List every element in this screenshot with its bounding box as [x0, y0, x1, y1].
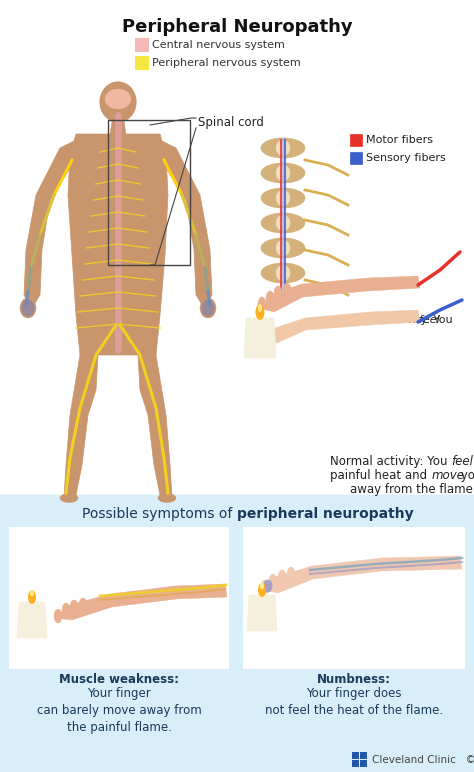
Ellipse shape	[201, 300, 215, 317]
Ellipse shape	[60, 493, 78, 503]
Ellipse shape	[276, 165, 290, 181]
Ellipse shape	[261, 188, 305, 208]
Ellipse shape	[261, 238, 305, 258]
Ellipse shape	[100, 82, 136, 122]
Ellipse shape	[258, 304, 262, 312]
Polygon shape	[68, 134, 168, 355]
Text: Central nervous system: Central nervous system	[152, 39, 285, 49]
Text: feel: feel	[342, 315, 440, 325]
Bar	[10, 528, 228, 668]
Bar	[135, 56, 148, 69]
Bar	[0, 495, 474, 772]
Polygon shape	[138, 355, 172, 500]
Ellipse shape	[158, 493, 176, 503]
Bar	[350, 134, 362, 146]
Text: the: the	[473, 455, 474, 468]
Polygon shape	[247, 595, 277, 631]
Text: Spinal cord: Spinal cord	[198, 116, 264, 129]
Text: Your finger
can barely move away from
the painful flame.: Your finger can barely move away from th…	[36, 687, 201, 734]
Text: your hand: your hand	[457, 469, 474, 482]
Ellipse shape	[276, 265, 290, 281]
Text: painful heat and: painful heat and	[330, 469, 431, 482]
Bar	[0, 495, 474, 772]
Ellipse shape	[255, 304, 264, 320]
Bar	[330, 312, 474, 332]
Bar	[248, 130, 418, 305]
Text: Muscle weakness:: Muscle weakness:	[59, 673, 179, 686]
Text: Motor fibers: Motor fibers	[366, 135, 433, 145]
Bar	[350, 152, 362, 164]
Text: move: move	[432, 469, 465, 482]
Text: away from the flame.: away from the flame.	[350, 483, 474, 496]
Bar	[135, 38, 148, 51]
Ellipse shape	[260, 583, 264, 590]
Bar	[360, 760, 367, 767]
Ellipse shape	[261, 263, 305, 283]
Ellipse shape	[276, 215, 290, 231]
Text: Possible symptoms of: Possible symptoms of	[82, 507, 237, 521]
Ellipse shape	[283, 283, 291, 297]
Bar	[108, 120, 190, 265]
Polygon shape	[24, 140, 76, 308]
Ellipse shape	[274, 286, 282, 300]
Text: Normal activity: You: Normal activity: You	[342, 315, 456, 325]
Ellipse shape	[269, 574, 277, 588]
Ellipse shape	[79, 598, 87, 612]
Polygon shape	[263, 310, 420, 343]
Text: Numbness:: Numbness:	[317, 673, 391, 686]
Polygon shape	[160, 140, 212, 308]
Text: Peripheral Neuropathy: Peripheral Neuropathy	[122, 18, 352, 36]
Ellipse shape	[261, 213, 305, 233]
Ellipse shape	[21, 300, 35, 317]
Text: Cleveland Clinic   ©2022: Cleveland Clinic ©2022	[372, 755, 474, 765]
Text: Normal activity: You: Normal activity: You	[330, 455, 451, 468]
Bar	[0, 0, 474, 500]
Ellipse shape	[261, 163, 305, 183]
Bar	[352, 760, 359, 767]
Text: Peripheral nervous system: Peripheral nervous system	[152, 57, 301, 67]
Ellipse shape	[258, 297, 266, 311]
Bar	[352, 752, 359, 759]
Ellipse shape	[261, 580, 269, 594]
Ellipse shape	[266, 291, 274, 305]
Ellipse shape	[258, 583, 266, 597]
Polygon shape	[110, 121, 126, 134]
Ellipse shape	[70, 600, 78, 614]
Text: peripheral neuropathy: peripheral neuropathy	[237, 507, 414, 521]
Ellipse shape	[276, 140, 290, 156]
Ellipse shape	[287, 567, 295, 581]
Bar	[244, 528, 464, 668]
Ellipse shape	[62, 603, 70, 617]
Ellipse shape	[276, 240, 290, 256]
Ellipse shape	[105, 89, 131, 109]
Ellipse shape	[264, 580, 273, 592]
Ellipse shape	[276, 190, 290, 206]
Bar	[360, 752, 367, 759]
Ellipse shape	[30, 590, 34, 597]
Ellipse shape	[54, 609, 62, 623]
Polygon shape	[17, 602, 47, 638]
Ellipse shape	[20, 298, 36, 318]
Ellipse shape	[278, 570, 286, 584]
Polygon shape	[258, 276, 420, 312]
Polygon shape	[55, 584, 227, 620]
Ellipse shape	[261, 138, 305, 158]
Text: Sensory fibers: Sensory fibers	[366, 153, 446, 163]
Text: feel: feel	[451, 455, 473, 468]
Polygon shape	[262, 556, 462, 593]
Ellipse shape	[28, 590, 36, 604]
Ellipse shape	[200, 298, 216, 318]
Text: Your finger does
not feel the heat of the flame.: Your finger does not feel the heat of th…	[265, 687, 443, 717]
Polygon shape	[244, 318, 276, 358]
Polygon shape	[64, 355, 98, 500]
